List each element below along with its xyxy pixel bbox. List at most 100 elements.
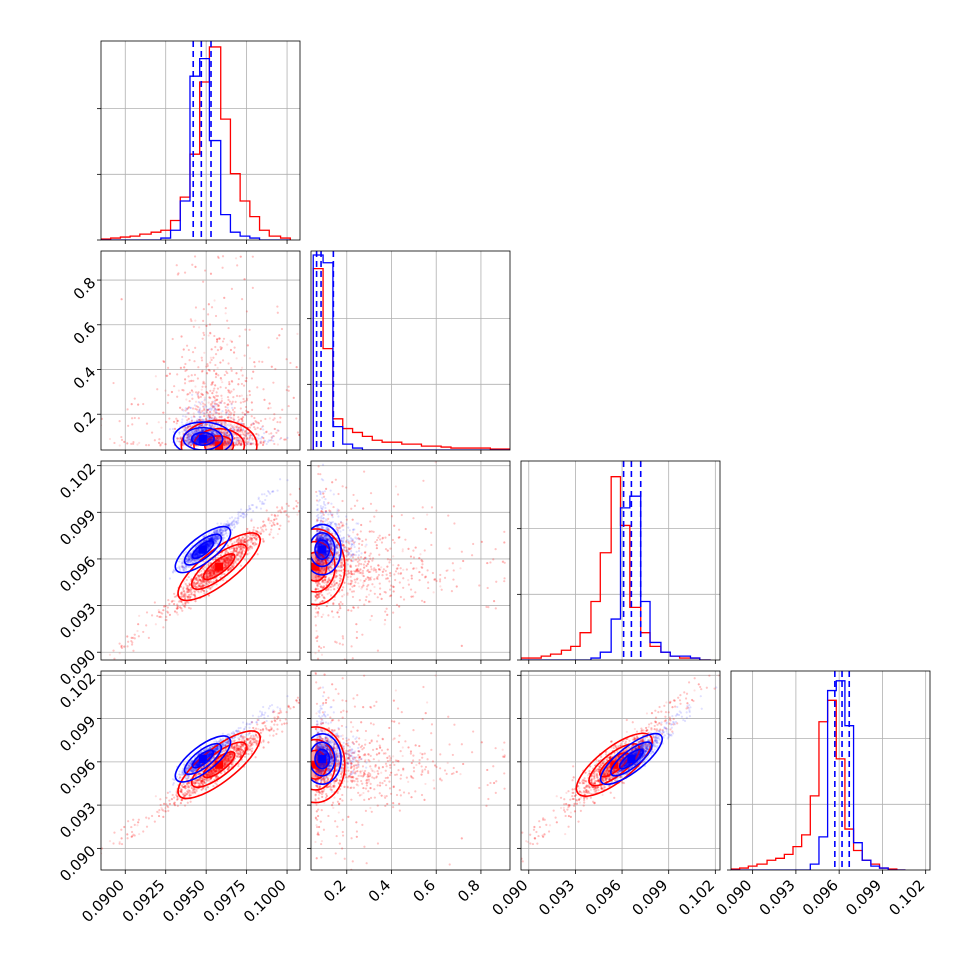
sample-point [228, 380, 231, 384]
sample-point [243, 430, 247, 434]
sample-point [217, 404, 220, 408]
sample-point [214, 399, 217, 402]
sample-point [212, 426, 215, 429]
sample-point [307, 437, 309, 439]
sample-point [213, 407, 216, 410]
sample-point [213, 405, 216, 409]
sample-point [203, 333, 206, 337]
sample-point [189, 432, 192, 435]
sample-point [240, 440, 244, 443]
sample-point [259, 441, 262, 445]
sample-point [193, 431, 196, 434]
sample-point [210, 416, 213, 419]
sample-point [208, 408, 211, 411]
sample-point [193, 373, 197, 376]
sample-point [223, 402, 226, 405]
sample-point [213, 402, 217, 405]
sample-point [259, 440, 263, 443]
sample-point [210, 383, 213, 386]
sample-point [191, 263, 194, 266]
sample-point [175, 264, 178, 267]
sample-point [292, 396, 295, 399]
sample-point [176, 419, 179, 422]
sample-point [184, 429, 188, 432]
sample-point [241, 418, 244, 421]
sample-point [189, 406, 192, 410]
sample-point [223, 431, 226, 434]
sample-point [230, 369, 233, 372]
sample-point [224, 405, 227, 409]
sample-point [184, 426, 187, 429]
sample-point [214, 314, 218, 318]
sample-point [195, 408, 199, 411]
sample-point [275, 431, 278, 434]
sample-point [212, 432, 215, 436]
sample-point [191, 432, 194, 435]
sample-point [210, 438, 213, 441]
sample-point [243, 413, 246, 416]
sample-point [137, 403, 140, 406]
sample-point [235, 372, 238, 375]
sample-point [197, 410, 200, 413]
sample-point [85, 395, 87, 397]
sample-point [240, 443, 243, 446]
sample-point [187, 442, 190, 446]
sample-point [201, 429, 204, 432]
sample-point [212, 395, 215, 398]
sample-point [283, 438, 286, 441]
sample-point [241, 411, 244, 414]
sample-point [227, 362, 230, 365]
sample-point [159, 444, 162, 447]
sample-point [190, 419, 193, 423]
sample-point [216, 436, 219, 439]
sample-point [226, 416, 229, 419]
sample-point [217, 255, 220, 258]
sample-point [260, 530, 263, 533]
histogram-blue [521, 495, 711, 660]
sample-point [162, 411, 165, 414]
sample-point [240, 382, 244, 386]
sample-point [186, 393, 189, 396]
sample-point [208, 323, 212, 326]
sample-point [223, 437, 226, 441]
sample-point [307, 492, 309, 494]
sample-point [212, 356, 215, 359]
sample-point [259, 437, 263, 440]
sample-point [194, 391, 198, 394]
sample-point [61, 381, 63, 383]
sample-point [240, 417, 243, 420]
sample-point [200, 359, 204, 362]
sample-point [237, 439, 240, 443]
sample-point [220, 430, 223, 434]
sample-point [166, 401, 169, 404]
sample-point [227, 403, 230, 406]
sample-point [199, 395, 202, 398]
sample-point [190, 389, 193, 392]
sample-point [76, 434, 78, 436]
sample-point [235, 443, 238, 446]
sample-point [188, 380, 191, 383]
sample-point [195, 429, 198, 432]
sample-point [184, 369, 187, 373]
sample-point [201, 393, 205, 397]
sample-point [304, 436, 306, 438]
sample-point [256, 426, 259, 429]
sample-point [196, 393, 199, 396]
sample-point [223, 402, 226, 405]
sample-point [245, 409, 248, 412]
sample-point [186, 436, 189, 439]
sample-point [272, 381, 275, 384]
sample-point [233, 406, 236, 410]
sample-point [236, 429, 240, 432]
sample-point [192, 430, 195, 433]
sample-point [218, 401, 221, 404]
sample-point [187, 417, 190, 420]
sample-point [240, 429, 243, 432]
sample-point [201, 369, 204, 372]
sample-point [230, 412, 233, 415]
sample-point [258, 360, 261, 363]
sample-point [223, 440, 226, 443]
sample-point [226, 395, 230, 399]
sample-point [235, 394, 239, 397]
sample-point [76, 434, 78, 436]
